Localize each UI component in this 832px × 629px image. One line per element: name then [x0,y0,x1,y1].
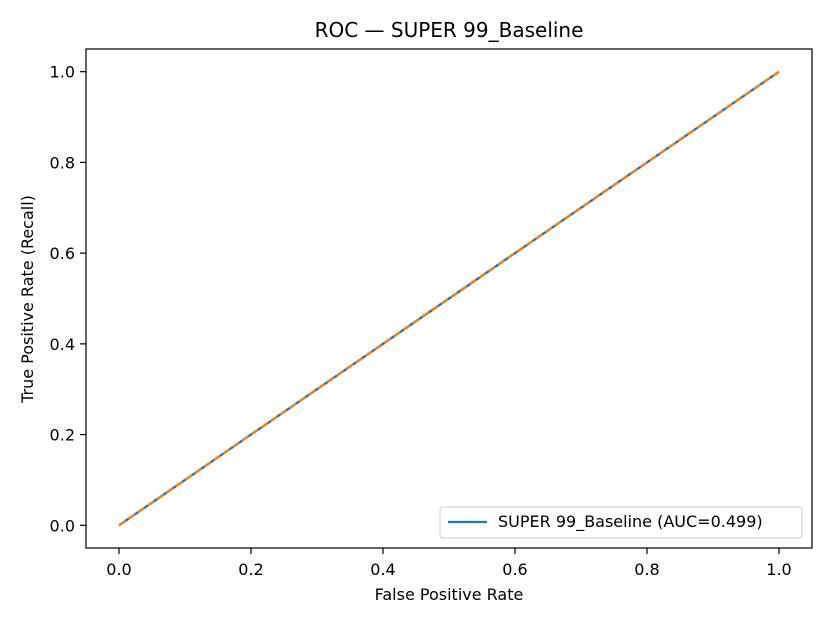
series-line-1 [118,70,780,527]
y-tick-label: 0.2 [50,426,75,445]
y-tick-label: 0.8 [50,153,75,172]
x-tick-label: 0.4 [370,560,395,579]
y-tick-label: 0.4 [50,335,75,354]
y-axis-ticks: 0.0 0.2 0.4 0.6 0.8 1.0 [50,63,86,535]
y-tick-label: 0.6 [50,244,75,263]
legend-box [439,506,803,539]
chart-title: ROC — SUPER 99_Baseline [315,18,584,42]
x-tick-label: 0.0 [106,560,131,579]
legend-label: SUPER 99_Baseline (AUC=0.499) [498,512,763,532]
x-axis-ticks: 0.0 0.2 0.4 0.6 0.8 1.0 [106,548,792,579]
x-tick-label: 0.6 [502,560,527,579]
x-tick-label: 1.0 [766,560,791,579]
y-tick-label: 1.0 [50,63,75,82]
plot-frame [85,48,813,549]
legend: SUPER 99_Baseline (AUC=0.499) [439,506,803,539]
x-tick-label: 0.2 [238,560,263,579]
y-tick-label: 0.0 [50,516,75,535]
x-tick-label: 0.8 [634,560,659,579]
x-axis-label: False Positive Rate [375,585,524,604]
y-axis-label: True Positive Rate (Recall) [18,195,37,404]
plot-lines [118,70,780,527]
